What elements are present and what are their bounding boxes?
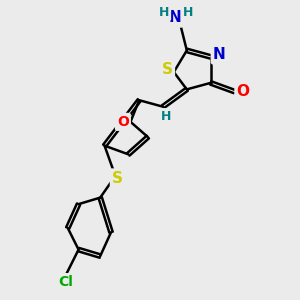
- Text: Cl: Cl: [58, 275, 73, 289]
- Text: H: H: [183, 6, 193, 19]
- Text: O: O: [237, 84, 250, 99]
- Text: H: H: [159, 6, 169, 19]
- Text: S: S: [112, 171, 123, 186]
- Text: H: H: [161, 110, 171, 123]
- Text: N: N: [213, 47, 226, 62]
- Text: S: S: [162, 62, 173, 77]
- Text: O: O: [117, 115, 129, 129]
- Text: N: N: [169, 11, 181, 26]
